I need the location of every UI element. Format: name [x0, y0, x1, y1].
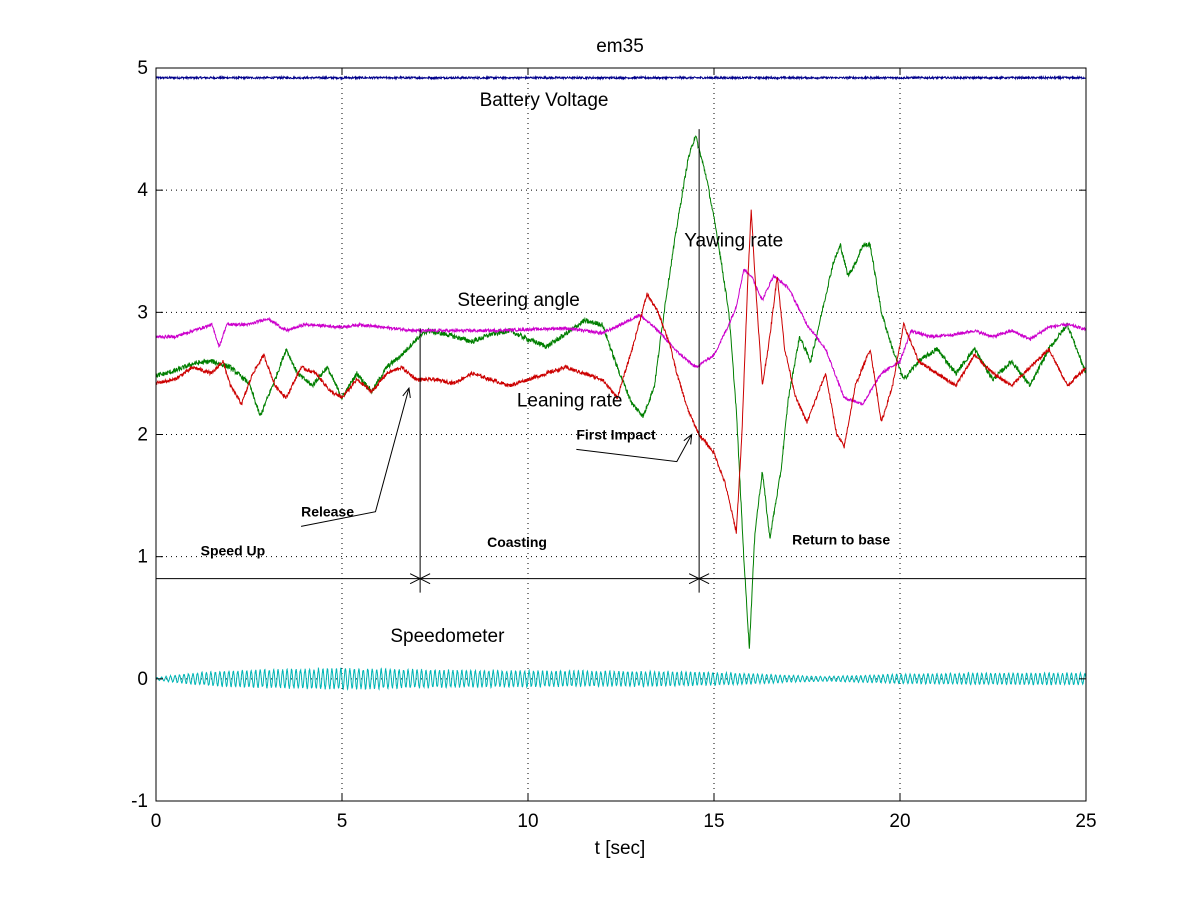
series-label-leaning-rate: Leaning rate: [517, 390, 623, 411]
annotation-arrowhead: [402, 386, 411, 399]
x-tick-label: 20: [889, 811, 910, 832]
x-axis-label: t [sec]: [595, 838, 646, 859]
series-layer: [155, 74, 1087, 691]
y-tick-label: 5: [137, 58, 148, 79]
annotation-coasting: Coasting: [487, 534, 547, 550]
y-tick-label: 1: [137, 547, 148, 568]
series-line-leaning-rate: [155, 209, 1087, 534]
annotation-release: Release: [301, 503, 354, 519]
annotation-leader-line: [576, 434, 693, 463]
annotation-first-impact: First Impact: [576, 426, 656, 442]
series-label-steering-angle: Steering angle: [457, 290, 580, 311]
x-tick-label: 5: [337, 811, 348, 832]
y-tick-label: -1: [131, 791, 148, 812]
x-tick-label: 25: [1075, 811, 1096, 832]
series-line-speedometer: [155, 666, 1087, 691]
series-line-battery-voltage: [155, 74, 1087, 81]
phase-boundary-arrow: [688, 573, 710, 585]
y-tick-label: 3: [137, 302, 148, 323]
annotation-arrowhead: [683, 433, 693, 445]
annotation-return-to-base: Return to base: [792, 531, 890, 547]
annotation-leader-line: [300, 387, 410, 527]
phase-boundary-arrow: [409, 573, 431, 585]
chart-title: em35: [596, 36, 644, 57]
x-tick-label: 10: [517, 811, 538, 832]
y-tick-label: 0: [137, 669, 148, 690]
series-label-battery-voltage: Battery Voltage: [480, 90, 609, 111]
y-tick-label: 2: [137, 425, 148, 446]
series-line-yawing-rate: [155, 135, 1087, 649]
x-tick-label: 15: [703, 811, 724, 832]
phase-markers: [156, 129, 1086, 593]
y-tick-label: 4: [137, 180, 148, 201]
series-label-yawing-rate: Yawing rate: [684, 230, 783, 251]
annotation-speed-up: Speed Up: [201, 542, 266, 558]
labels-layer: Battery Voltage Yawing rate Steering angle…: [201, 90, 891, 647]
series-label-speedometer: Speedometer: [390, 626, 505, 647]
x-tick-label: 0: [151, 811, 162, 832]
series-line-steering-angle: [155, 268, 1087, 406]
